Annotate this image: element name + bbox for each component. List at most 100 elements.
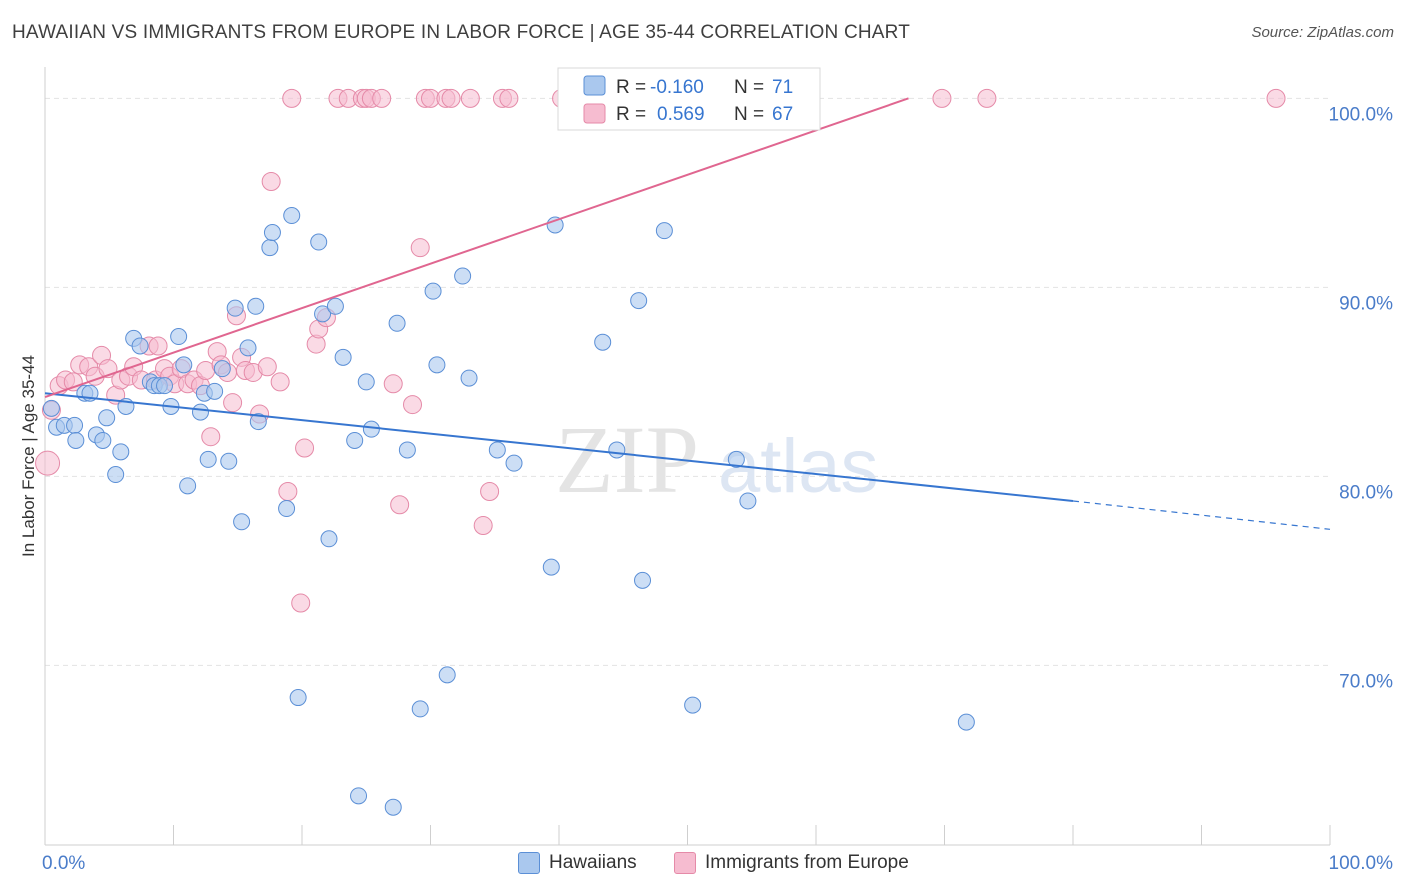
legend-label-immigrants: Immigrants from Europe <box>705 852 909 873</box>
point-hawaiians-3 <box>66 416 84 434</box>
point-immigrants-0 <box>35 450 61 476</box>
point-hawaiians-30 <box>233 513 251 531</box>
point-hawaiians-35 <box>263 224 281 242</box>
point-hawaiians-31 <box>239 339 257 357</box>
legend-r-value-1: -0.160 <box>650 77 704 98</box>
point-hawaiians-53 <box>428 356 446 374</box>
point-immigrants-26 <box>201 427 221 447</box>
point-hawaiians-44 <box>346 431 364 449</box>
point-hawaiians-18 <box>156 377 174 395</box>
point-immigrants-54 <box>403 395 423 415</box>
tick-labels: 70.0% 80.0% 90.0% 100.0% 0.0% 100.0% <box>42 104 1393 874</box>
point-hawaiians-55 <box>454 267 472 285</box>
point-hawaiians-27 <box>213 360 231 378</box>
correlation-legend: R = -0.160 N = 71 R = 0.569 N = 67 <box>557 67 821 131</box>
legend-r-label-1: R = <box>616 77 646 98</box>
point-hawaiians-38 <box>289 689 307 707</box>
point-hawaiians-25 <box>199 450 217 468</box>
point-immigrants-52 <box>383 374 403 394</box>
point-hawaiians-26 <box>206 382 224 400</box>
point-immigrants-51 <box>372 88 392 108</box>
watermark: ZIP atlas <box>555 406 879 513</box>
point-hawaiians-65 <box>655 222 673 240</box>
point-hawaiians-14 <box>131 337 149 355</box>
x-tick-label-0: 0.0% <box>42 853 85 874</box>
point-immigrants-53 <box>390 495 410 515</box>
point-immigrants-59 <box>441 88 461 108</box>
point-hawaiians-52 <box>424 282 442 300</box>
point-hawaiians-49 <box>388 314 406 332</box>
point-immigrants-17 <box>148 336 168 356</box>
y-tick-label-3: 100.0% <box>1329 104 1394 125</box>
x-tick-label-1: 100.0% <box>1329 853 1394 874</box>
point-hawaiians-34 <box>261 239 279 257</box>
legend-n-label-2: N = <box>734 104 764 125</box>
point-hawaiians-22 <box>179 477 197 495</box>
legend-r-label-2: R = <box>616 104 646 125</box>
grid-lines <box>45 97 1330 666</box>
point-hawaiians-57 <box>488 441 506 459</box>
trend-line-hawaiians <box>44 392 1074 502</box>
source-label: Source: ZipAtlas.com <box>1251 24 1394 41</box>
point-hawaiians-67 <box>684 696 702 714</box>
point-hawaiians-59 <box>542 558 560 576</box>
point-hawaiians-58 <box>505 454 523 472</box>
point-immigrants-42 <box>295 438 315 458</box>
point-hawaiians-69 <box>739 492 757 510</box>
point-immigrants-39 <box>278 482 298 502</box>
point-immigrants-55 <box>410 238 430 258</box>
point-hawaiians-61 <box>594 333 612 351</box>
series-immigrants-from-europe <box>35 88 1286 613</box>
trend-line-hawaiians-extension <box>1072 500 1331 530</box>
point-immigrants-40 <box>282 88 302 108</box>
legend-label-hawaiians: Hawaiians <box>549 852 637 873</box>
legend-swatch-blue <box>518 852 540 874</box>
point-immigrants-64 <box>499 88 519 108</box>
point-hawaiians-41 <box>320 530 338 548</box>
point-hawaiians-40 <box>314 305 332 323</box>
point-hawaiians-50 <box>398 441 416 459</box>
point-hawaiians-56 <box>460 369 478 387</box>
point-hawaiians-63 <box>634 571 652 589</box>
point-immigrants-61 <box>473 516 493 536</box>
point-immigrants-30 <box>223 393 243 413</box>
point-hawaiians-54 <box>438 666 456 684</box>
point-immigrants-37 <box>261 172 281 192</box>
y-tick-label-0: 70.0% <box>1339 671 1393 692</box>
y-tick-label-2: 90.0% <box>1339 293 1393 314</box>
point-immigrants-62 <box>480 482 500 502</box>
point-hawaiians-32 <box>247 297 265 315</box>
point-hawaiians-11 <box>112 443 130 461</box>
legend-item-hawaiians: Hawaiians <box>518 852 637 874</box>
point-immigrants-67 <box>932 88 952 108</box>
point-hawaiians-28 <box>220 452 238 470</box>
point-hawaiians-68 <box>727 450 745 468</box>
y-axis-label: In Labor Force | Age 35-44 <box>19 355 38 557</box>
point-hawaiians-33 <box>249 413 267 431</box>
legend-swatch-pink <box>674 852 696 874</box>
point-hawaiians-43 <box>334 348 352 366</box>
point-hawaiians-70 <box>957 713 975 731</box>
point-hawaiians-10 <box>107 466 125 484</box>
legend-swatch-immigrants <box>583 103 606 124</box>
trend-line-immigrants <box>44 97 909 398</box>
point-hawaiians-45 <box>350 787 368 805</box>
legend-n-label-1: N = <box>734 77 764 98</box>
point-hawaiians-37 <box>283 207 301 225</box>
legend-r-value-2: 0.569 <box>657 104 705 125</box>
point-hawaiians-23 <box>191 403 209 421</box>
point-hawaiians-0 <box>42 399 60 417</box>
point-hawaiians-42 <box>326 297 344 315</box>
point-hawaiians-48 <box>384 798 402 816</box>
point-hawaiians-4 <box>67 431 85 449</box>
point-hawaiians-47 <box>362 420 380 438</box>
point-immigrants-36 <box>257 357 277 377</box>
point-hawaiians-21 <box>175 356 193 374</box>
point-hawaiians-51 <box>411 700 429 718</box>
point-immigrants-38 <box>270 372 290 392</box>
point-hawaiians-20 <box>170 328 188 346</box>
y-tick-label-1: 80.0% <box>1339 482 1393 503</box>
point-immigrants-69 <box>1266 88 1286 108</box>
point-hawaiians-8 <box>94 431 112 449</box>
